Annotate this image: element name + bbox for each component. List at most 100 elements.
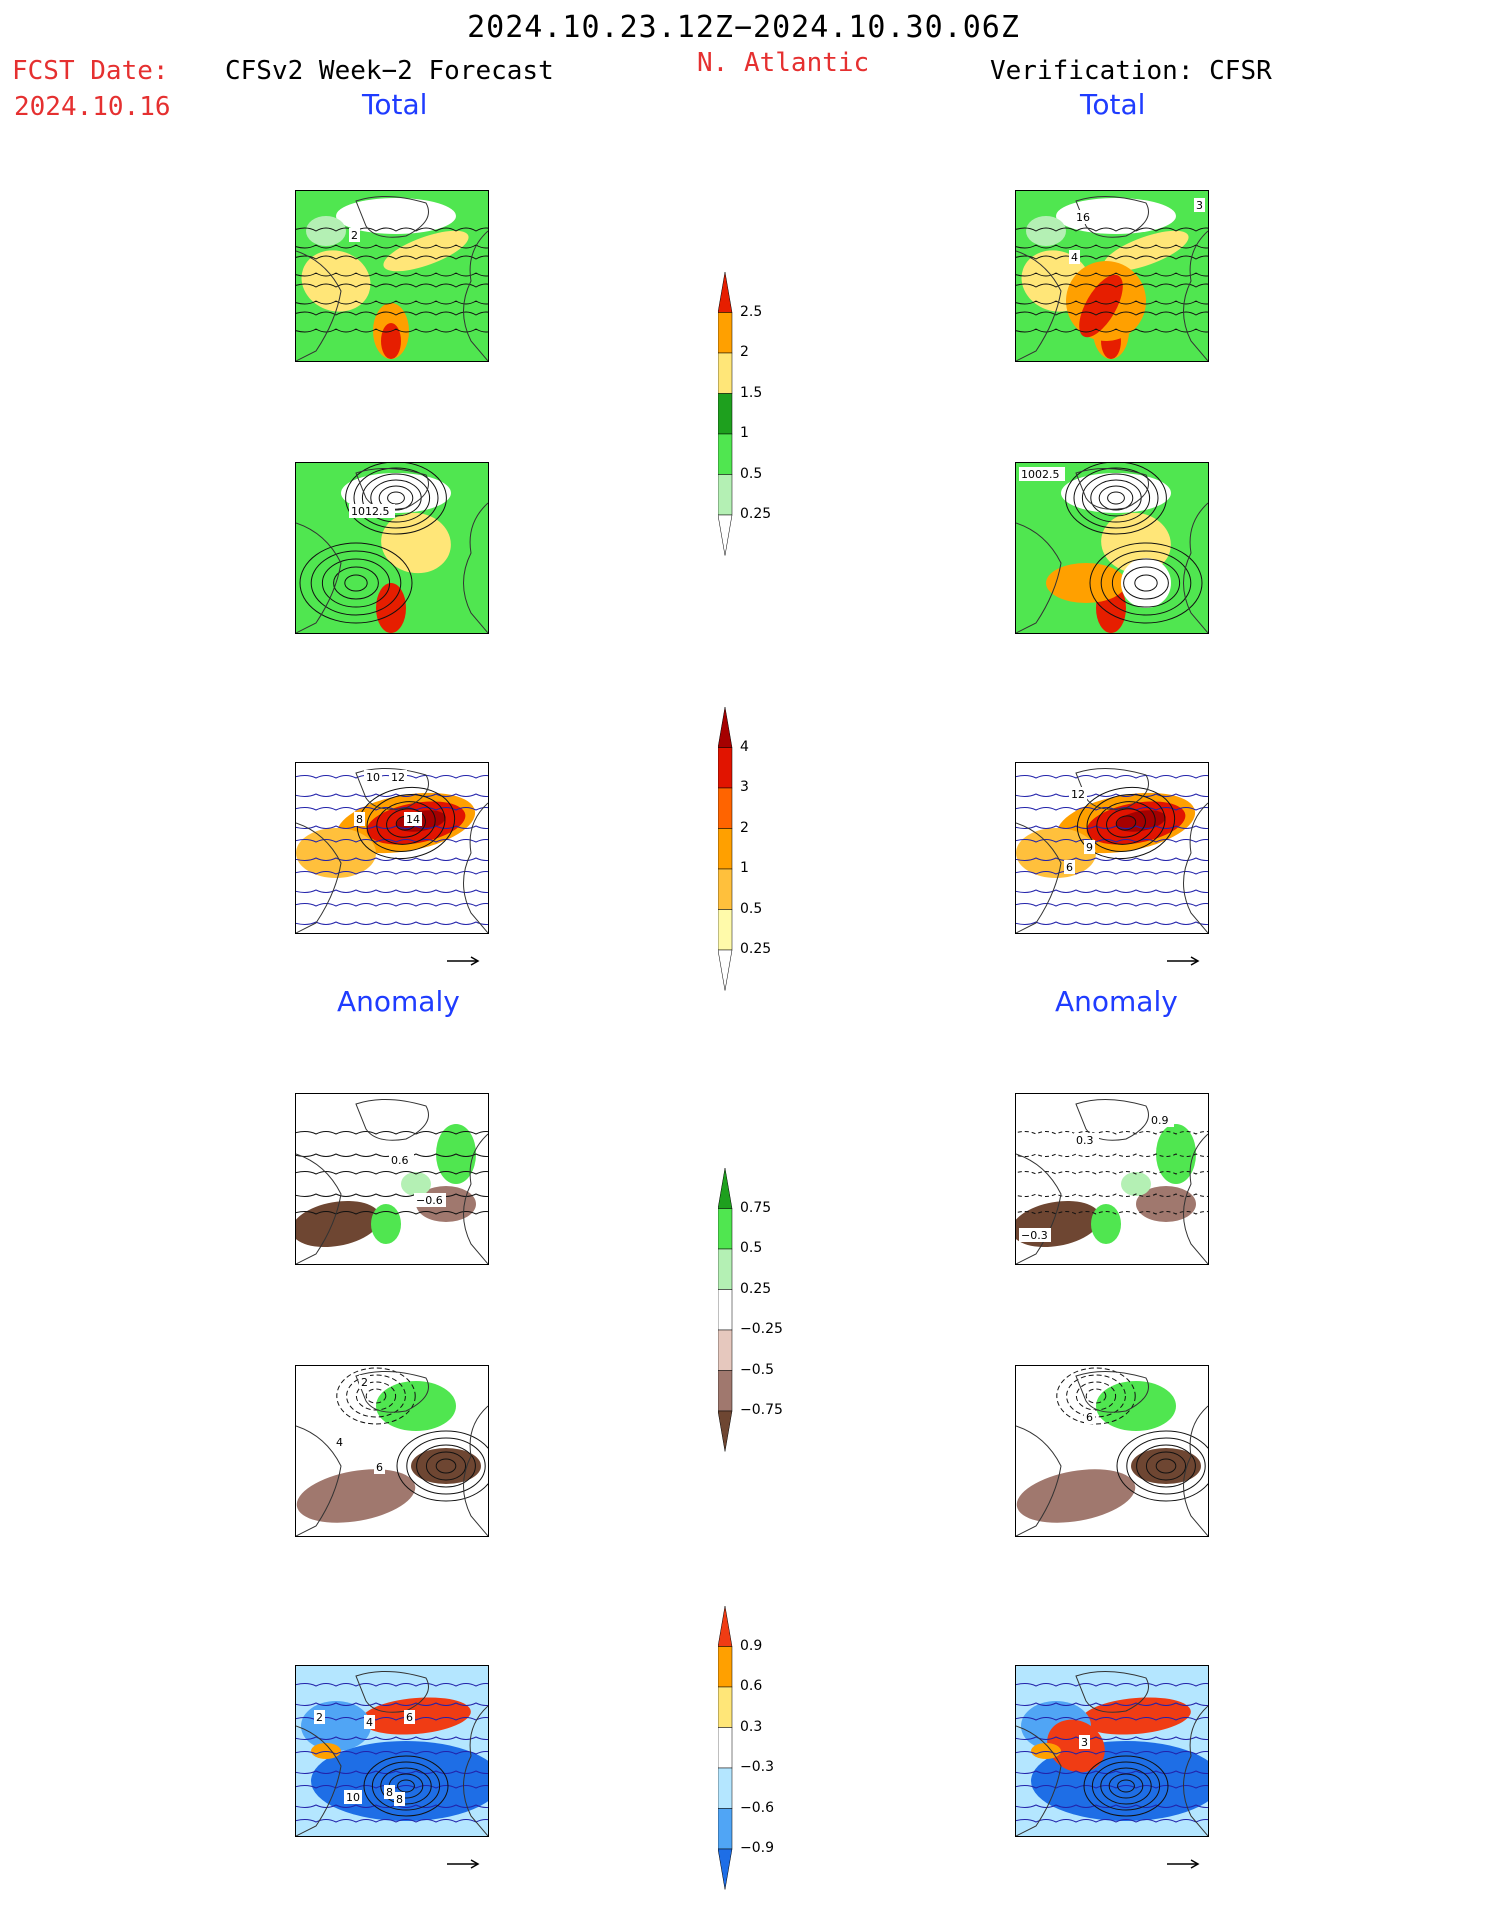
v-p2-map-field: 1002.5	[1016, 463, 1208, 633]
colorbar-storm_total-segment	[717, 909, 733, 951]
svg-text:3: 3	[1196, 199, 1203, 212]
svg-text:8: 8	[396, 1793, 403, 1806]
f-p1-contour-label: 2	[349, 228, 360, 242]
f-a3-contour-label: 4	[364, 1715, 375, 1729]
svg-text:9: 9	[1086, 841, 1093, 854]
v-a3-vector-arrow-icon	[1165, 1855, 1201, 1869]
colorbar-storm_anom-segment	[717, 1848, 733, 1890]
svg-text:2: 2	[351, 229, 358, 242]
v-a2-contour-label: 6	[1084, 1410, 1095, 1424]
colorbar-storm_anom-tick-label: 0.3	[740, 1718, 763, 1735]
colorbar-storm_total-segment	[717, 747, 733, 789]
colorbar-precip_total-segment	[717, 433, 733, 475]
svg-text:12: 12	[1071, 788, 1085, 801]
v-p3-map-field: 12 96	[1016, 763, 1208, 933]
colorbar-storm_anom-tick-label: −0.9	[740, 1840, 774, 1856]
section-anomaly-right: Anomaly	[1055, 985, 1178, 1018]
v-p1-map: 16 3 4	[1015, 190, 1209, 362]
v-p1-contour-label: 3	[1194, 198, 1205, 212]
colorbar-storm_anom	[717, 1605, 748, 1910]
f-a3-map-field: 2 4 6 8 10 8	[296, 1666, 488, 1836]
colorbar-storm_anom-segment	[717, 1727, 733, 1769]
v-p3-contour-label: 9	[1084, 840, 1095, 854]
svg-text:4: 4	[366, 1716, 373, 1729]
colorbar-precip_anom-segment	[717, 1329, 733, 1371]
colorbar-precip_total-segment	[717, 352, 733, 394]
f-p1-map: 2	[295, 190, 489, 362]
svg-text:4: 4	[1071, 251, 1078, 264]
colorbar-precip_anom-segment	[717, 1370, 733, 1412]
colorbar-precip_total	[717, 271, 748, 576]
v-a1-map: 0.9 0.3 −0.3	[1015, 1093, 1209, 1265]
colorbar-storm_total-segment	[717, 787, 733, 829]
f-p3-contour-label: 12	[389, 770, 407, 784]
colorbar-storm_anom-tick-label: 0.6	[740, 1678, 763, 1694]
v-p2-contour-label: 1002.5	[1019, 467, 1065, 481]
v-a1-contour-label: 0.9	[1149, 1113, 1174, 1127]
colorbar-storm_total-tick-label: 4	[740, 738, 749, 755]
f-a2-contour-label: 2	[359, 1375, 370, 1389]
section-anomaly-left: Anomaly	[337, 985, 460, 1018]
region-label: N. Atlantic	[697, 48, 870, 78]
section-total-left: Total	[362, 88, 428, 121]
f-a1-contour-label: −0.6	[414, 1193, 446, 1207]
colorbar-storm_total	[717, 706, 748, 1011]
verification-label: Verification: CFSR	[990, 56, 1272, 86]
colorbar-precip_total-segment	[717, 312, 733, 354]
colorbar-precip_anom-tick-label: 0.5	[740, 1240, 763, 1256]
f-a3-contour-label: 8	[384, 1785, 395, 1799]
svg-text:0.6: 0.6	[391, 1154, 409, 1167]
f-p3-contour-label: 8	[354, 812, 365, 826]
colorbar-precip_total-segment	[717, 393, 733, 435]
colorbar-storm_total-tick-label: 2	[740, 819, 749, 836]
colorbar-precip_anom-tick-label: 0.25	[740, 1280, 772, 1297]
colorbar-precip_total-tick-label: 2	[740, 344, 749, 360]
colorbar-storm_total-segment	[717, 828, 733, 870]
v-a3-map-field: 3	[1016, 1666, 1208, 1836]
colorbar-precip_anom	[717, 1167, 748, 1472]
colorbar-storm_total-tick-label: 0.5	[740, 900, 763, 917]
colorbar-precip_anom-segment	[717, 1410, 733, 1452]
v-a3-map: 3	[1015, 1665, 1209, 1837]
svg-text:6: 6	[1086, 1411, 1093, 1424]
section-total-right: Total	[1080, 88, 1146, 121]
colorbar-precip_anom-segment	[717, 1248, 733, 1290]
f-a2-map-field: 2 4 6	[296, 1366, 488, 1536]
colorbar-precip_total-tick-label: 1	[740, 425, 749, 441]
colorbar-storm_total-tick-label: 0.25	[740, 941, 772, 957]
f-a3-contour-label: 8	[394, 1792, 405, 1806]
colorbar-precip_total-tick-label: 0.25	[740, 506, 772, 522]
svg-text:4: 4	[336, 1436, 343, 1449]
v-p3-map: 12 9 6	[1015, 762, 1209, 934]
f-p3-contour-label: 10	[364, 770, 382, 784]
colorbar-precip_total-segment	[717, 271, 733, 313]
svg-text:6: 6	[376, 1461, 383, 1474]
svg-text:10: 10	[346, 1791, 360, 1804]
v-p1-contour-label: 4	[1069, 250, 1080, 264]
v-a3-contour-label: 3	[1079, 1735, 1090, 1749]
svg-text:6: 6	[1066, 861, 1073, 874]
f-p3-contour-label: 14	[404, 812, 422, 826]
colorbar-storm_anom-segment	[717, 1767, 733, 1809]
colorbar-storm_anom-tick-label: 0.9	[740, 1637, 763, 1654]
v-a1-map-field: 0.9 0.3 −0.3	[1016, 1094, 1208, 1264]
colorbar-storm_anom-tick-label: −0.3	[740, 1759, 774, 1775]
svg-text:8: 8	[386, 1786, 393, 1799]
colorbar-storm_anom-segment	[717, 1808, 733, 1850]
f-p3-map-field: 10 12 8 14	[296, 763, 488, 933]
v-a2-map: 6	[1015, 1365, 1209, 1537]
f-a3-contour-label: 6	[404, 1710, 415, 1724]
colorbar-storm_total-tick-label: 3	[740, 779, 749, 795]
svg-text:1012.5: 1012.5	[351, 505, 390, 518]
colorbar-precip_total-segment	[717, 474, 733, 516]
v-a1-contour-label: 0.3	[1074, 1133, 1099, 1147]
f-p2-map-field: 1012.5	[296, 463, 488, 633]
colorbar-precip_total-tick-label: 2.5	[740, 303, 763, 320]
svg-text:3: 3	[1081, 1736, 1088, 1749]
colorbar-storm_anom-segment	[717, 1646, 733, 1688]
colorbar-storm_total-segment	[717, 706, 733, 748]
svg-text:6: 6	[406, 1711, 413, 1724]
svg-text:14: 14	[406, 813, 420, 826]
svg-text:1002.5: 1002.5	[1021, 468, 1060, 481]
